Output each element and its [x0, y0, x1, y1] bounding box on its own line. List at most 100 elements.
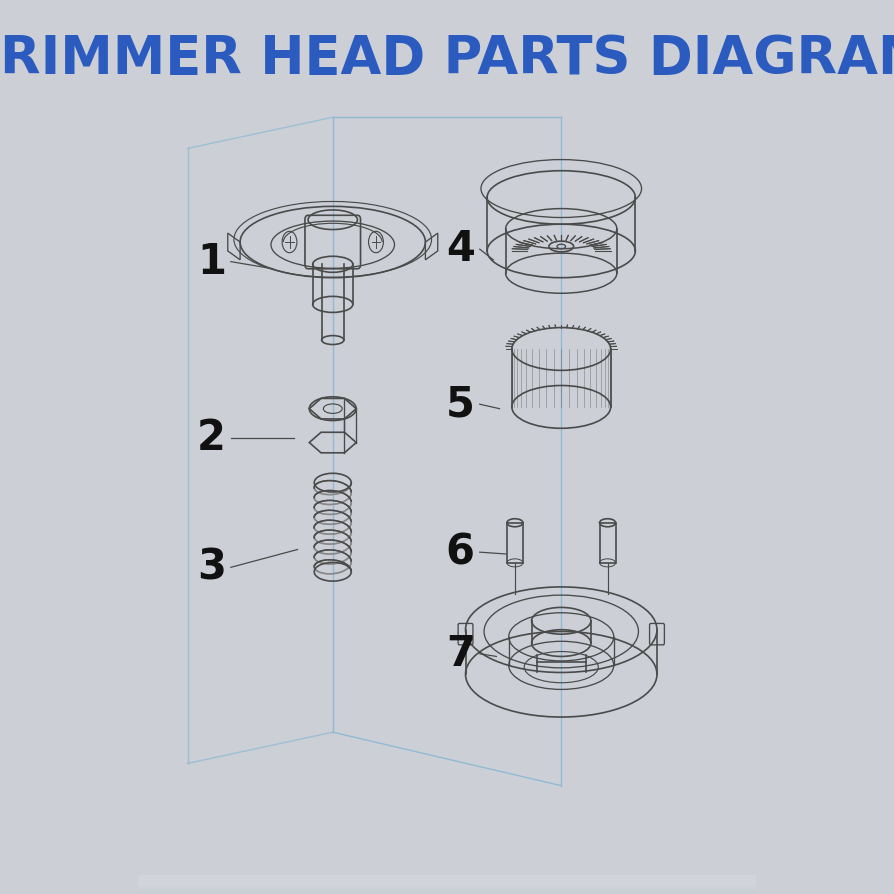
Bar	[139, 882, 755, 891]
Bar	[139, 876, 755, 885]
Bar	[139, 881, 755, 890]
Bar	[139, 882, 755, 891]
Bar	[139, 875, 755, 884]
Bar	[139, 880, 755, 889]
Bar	[139, 880, 755, 889]
Bar	[139, 882, 755, 891]
Bar	[139, 878, 755, 887]
Bar	[139, 881, 755, 890]
Bar	[139, 876, 755, 885]
Bar	[139, 877, 755, 886]
Bar	[139, 878, 755, 887]
Bar	[139, 880, 755, 889]
Bar	[139, 881, 755, 890]
Bar	[139, 876, 755, 885]
Bar	[139, 879, 755, 888]
Bar	[139, 881, 755, 890]
Text: 1: 1	[197, 240, 226, 283]
Bar	[139, 881, 755, 890]
Bar	[139, 882, 755, 891]
Bar	[139, 883, 755, 892]
Bar	[139, 881, 755, 890]
Text: 2: 2	[197, 417, 226, 460]
Bar	[139, 881, 755, 890]
Bar	[139, 878, 755, 887]
Bar	[139, 881, 755, 890]
Bar	[139, 880, 755, 889]
Bar	[139, 876, 755, 885]
Bar	[139, 879, 755, 888]
Text: 5: 5	[446, 384, 475, 426]
Bar	[139, 881, 755, 890]
Text: 3: 3	[197, 546, 226, 588]
Bar	[139, 875, 755, 884]
Bar	[139, 883, 755, 892]
Bar	[139, 881, 755, 890]
Bar	[139, 881, 755, 890]
Bar	[139, 879, 755, 888]
Bar	[139, 880, 755, 889]
Bar	[139, 881, 755, 890]
Bar	[139, 877, 755, 885]
Bar	[139, 879, 755, 888]
Text: 4: 4	[446, 228, 475, 270]
Bar	[139, 883, 755, 892]
Bar	[139, 875, 755, 884]
Bar	[139, 877, 755, 886]
Bar	[139, 882, 755, 891]
Text: 6: 6	[446, 531, 475, 573]
Bar	[139, 883, 755, 892]
Bar	[139, 875, 755, 884]
Bar	[139, 881, 755, 890]
Bar	[139, 883, 755, 892]
Bar	[139, 878, 755, 887]
Bar	[139, 881, 755, 890]
Bar	[139, 882, 755, 891]
Bar	[139, 877, 755, 886]
Bar	[139, 883, 755, 892]
Bar	[139, 880, 755, 889]
Bar	[139, 879, 755, 888]
Bar	[139, 878, 755, 887]
Bar	[139, 875, 755, 884]
Bar	[139, 876, 755, 884]
Bar	[139, 876, 755, 885]
Bar	[139, 878, 755, 887]
Bar	[139, 882, 755, 891]
Bar	[139, 880, 755, 889]
Text: TRIMMER HEAD PARTS DIAGRAM: TRIMMER HEAD PARTS DIAGRAM	[0, 33, 894, 85]
Bar	[139, 878, 755, 887]
Bar	[139, 879, 755, 888]
Bar	[139, 877, 755, 886]
Bar	[139, 883, 755, 892]
Bar	[139, 877, 755, 886]
Bar	[139, 879, 755, 888]
Bar	[139, 877, 755, 886]
Bar	[139, 879, 755, 888]
Bar	[139, 880, 755, 889]
Bar	[139, 879, 755, 888]
Bar	[139, 880, 755, 889]
Bar	[139, 881, 755, 890]
Bar	[139, 875, 755, 884]
Bar	[139, 877, 755, 886]
Bar	[139, 879, 755, 888]
Bar	[139, 877, 755, 886]
Bar	[139, 877, 755, 886]
Bar	[139, 882, 755, 891]
Bar	[139, 882, 755, 891]
Bar	[139, 878, 755, 887]
Bar	[139, 876, 755, 885]
Bar	[139, 881, 755, 890]
Bar	[139, 883, 755, 892]
Bar	[139, 878, 755, 887]
Bar	[139, 876, 755, 885]
Bar	[139, 883, 755, 892]
Bar	[139, 881, 755, 890]
Bar	[139, 881, 755, 890]
Bar	[139, 877, 755, 886]
Bar	[139, 883, 755, 892]
Bar	[139, 878, 755, 887]
Bar	[139, 875, 755, 884]
Text: 7: 7	[446, 633, 475, 675]
